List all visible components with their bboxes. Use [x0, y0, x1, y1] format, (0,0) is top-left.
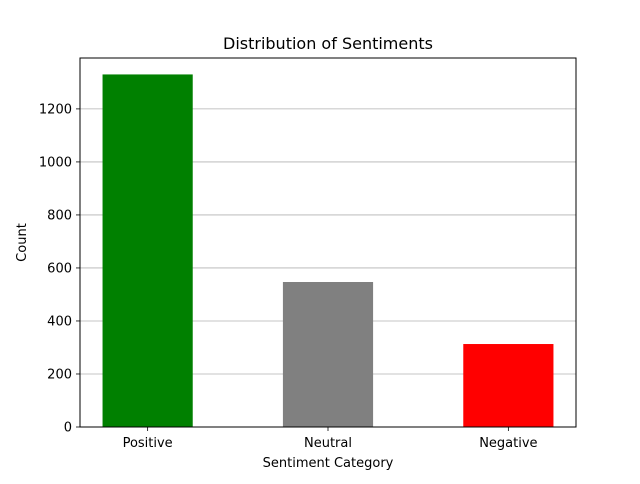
- x-tick-label-0: Positive: [123, 436, 173, 451]
- y-axis-label: Count: [15, 223, 30, 262]
- x-tick-label-1: Neutral: [304, 436, 352, 451]
- bar-neutral: [282, 281, 374, 427]
- y-tick-label-2: 400: [47, 314, 72, 329]
- x-tick-label-2: Negative: [479, 436, 537, 451]
- y-axis-ticks: 0 200 400 600 800 1000 1200: [39, 102, 80, 436]
- y-tick-label-4: 800: [47, 208, 72, 223]
- y-tick-label-1: 200: [47, 367, 72, 382]
- bars: [102, 74, 554, 427]
- chart-title: Distribution of Sentiments: [223, 34, 433, 53]
- bar-positive: [102, 74, 193, 427]
- y-tick-label-3: 600: [47, 261, 72, 276]
- y-tick-label-6: 1200: [39, 102, 72, 117]
- y-tick-label-5: 1000: [39, 155, 72, 170]
- x-axis-ticks: Positive Neutral Negative: [123, 427, 538, 451]
- y-tick-label-0: 0: [64, 421, 72, 436]
- bar-negative: [463, 344, 554, 427]
- x-axis-label: Sentiment Category: [263, 456, 394, 471]
